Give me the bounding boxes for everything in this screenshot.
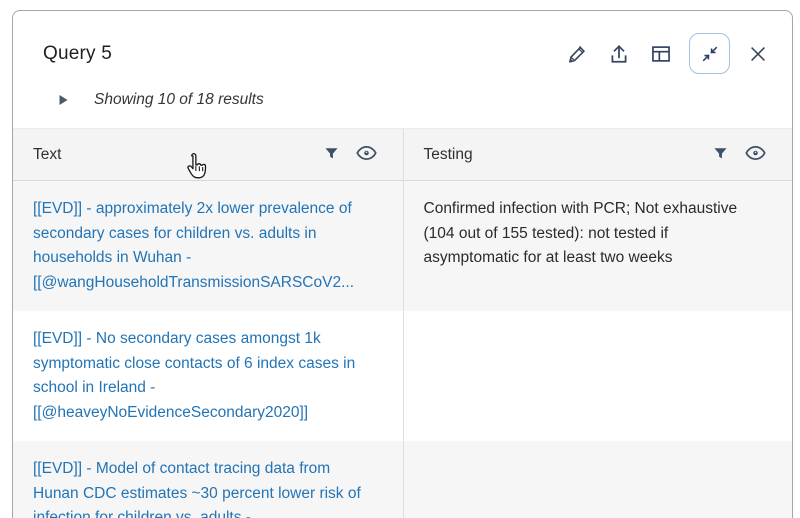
filter-button-text-column[interactable] <box>323 145 340 165</box>
results-table: Text <box>13 128 792 518</box>
page-title: Query 5 <box>43 42 112 64</box>
table-row: [[EVD]] - No secondary cases amongst 1k … <box>13 311 792 441</box>
export-button[interactable] <box>605 40 633 68</box>
evidence-link[interactable]: [[EVD]] - approximately 2x lower prevale… <box>33 200 354 291</box>
testing-cell <box>402 441 793 518</box>
toolbar <box>563 33 772 74</box>
table-view-button[interactable] <box>647 40 675 68</box>
table-layout-icon <box>650 43 672 65</box>
column-label: Text <box>33 145 62 163</box>
table-row: [[EVD]] - approximately 2x lower prevale… <box>13 181 792 311</box>
evidence-link[interactable]: [[EVD]] - No secondary cases amongst 1k … <box>33 330 356 421</box>
text-cell: [[EVD]] - Model of contact tracing data … <box>13 441 403 518</box>
collapse-button[interactable] <box>689 33 730 74</box>
evidence-link[interactable]: [[EVD]] - Model of contact tracing data … <box>33 460 361 518</box>
column-header-testing: Testing <box>402 129 793 180</box>
close-icon <box>748 44 768 64</box>
text-cell: [[EVD]] - No secondary cases amongst 1k … <box>13 311 403 441</box>
eye-icon <box>355 145 377 164</box>
edit-button[interactable] <box>563 40 591 68</box>
filter-button-testing-column[interactable] <box>712 145 729 165</box>
visibility-button-text-column[interactable] <box>355 145 377 164</box>
testing-value: Confirmed infection with PCR; Not exhaus… <box>423 200 738 266</box>
table-header-row: Text <box>13 129 792 181</box>
expand-triangle-icon[interactable] <box>58 94 69 106</box>
eye-icon <box>745 145 766 164</box>
query-panel: Query 5 <box>12 10 793 518</box>
filter-funnel-icon <box>323 145 340 165</box>
testing-cell: Confirmed infection with PCR; Not exhaus… <box>402 181 793 311</box>
results-summary: Showing 10 of 18 results <box>94 91 264 108</box>
pencil-icon <box>567 43 588 64</box>
visibility-button-testing-column[interactable] <box>745 145 766 164</box>
column-header-text: Text <box>13 129 403 180</box>
upload-icon <box>608 43 630 65</box>
close-button[interactable] <box>744 40 772 68</box>
table-row: [[EVD]] - Model of contact tracing data … <box>13 441 792 518</box>
panel-header: Query 5 <box>13 11 792 74</box>
testing-cell <box>402 311 793 441</box>
column-label: Testing <box>423 145 473 163</box>
text-cell: [[EVD]] - approximately 2x lower prevale… <box>13 181 403 311</box>
collapse-arrows-icon <box>700 44 720 64</box>
results-summary-row: Showing 10 of 18 results <box>58 91 792 109</box>
filter-funnel-icon <box>712 145 729 165</box>
